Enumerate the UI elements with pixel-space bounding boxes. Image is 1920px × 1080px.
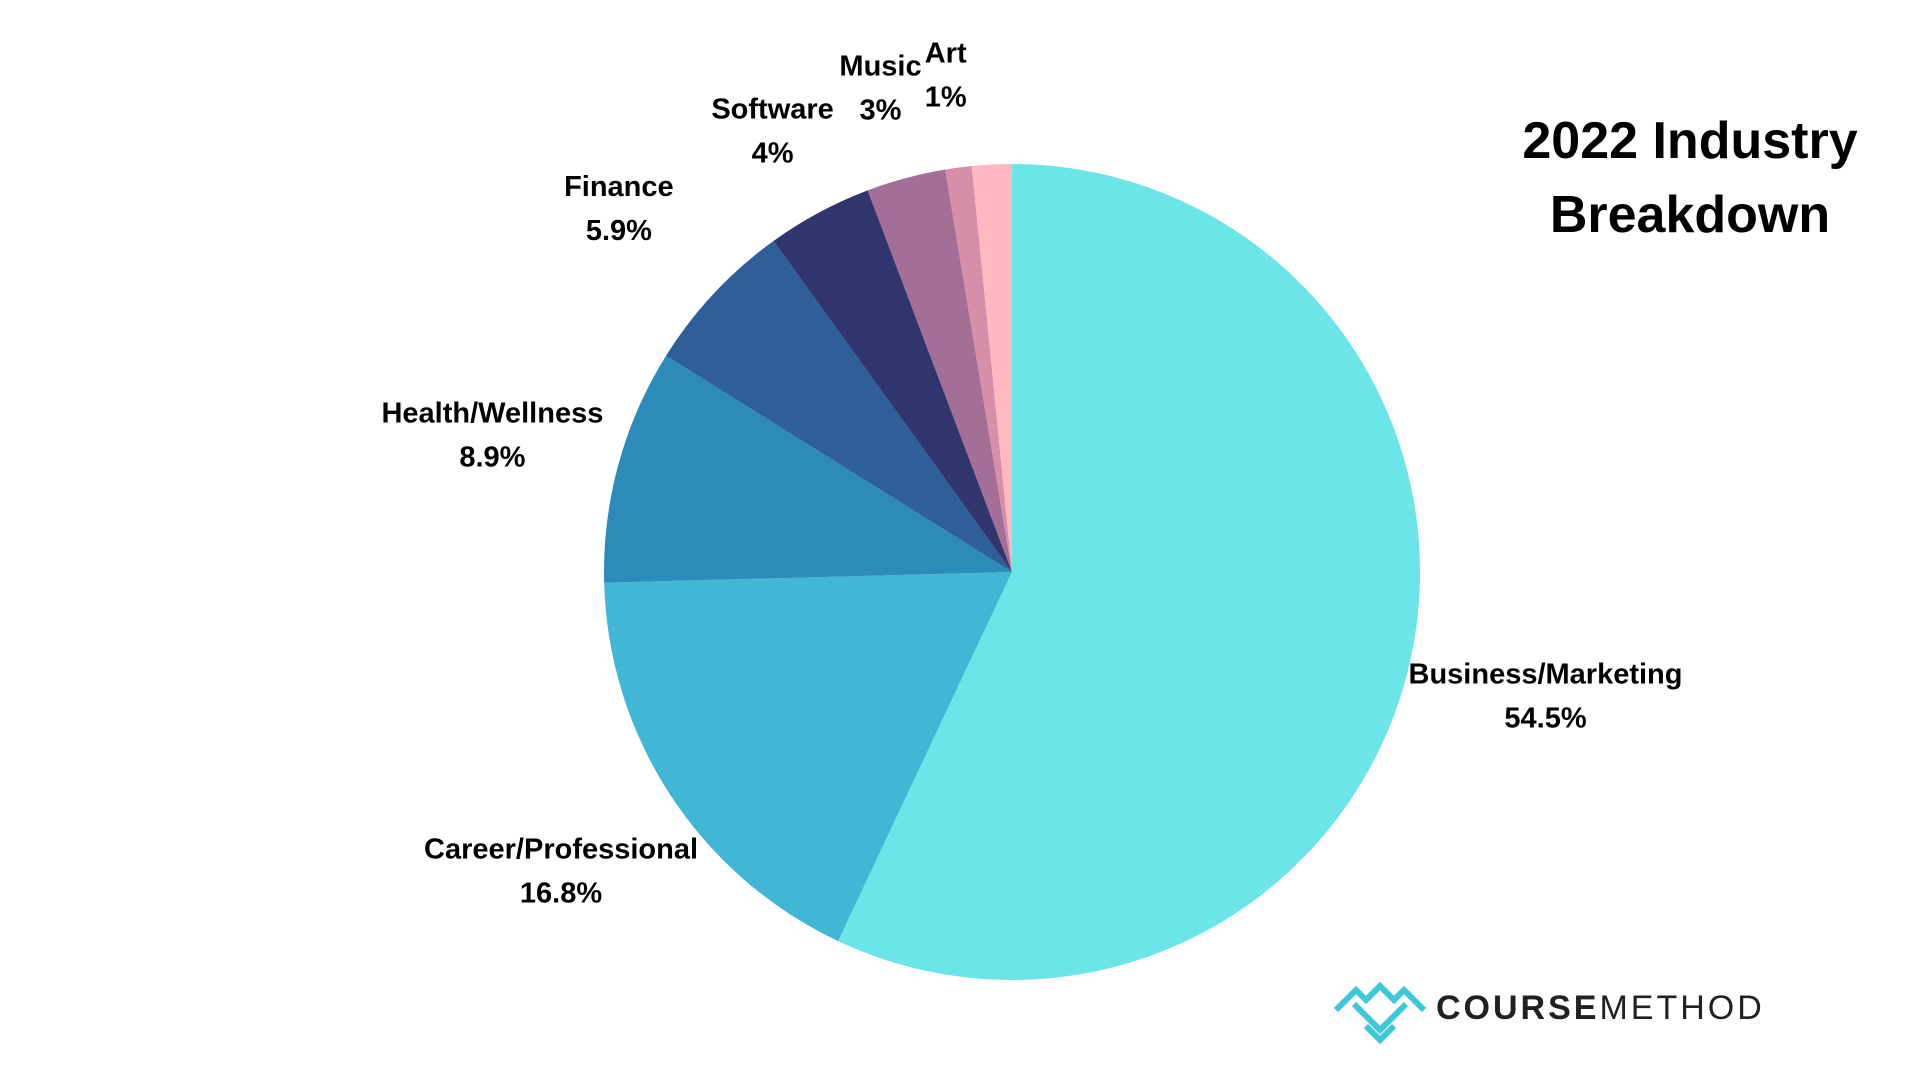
pie-label-category-business-marketing: Business/Marketing xyxy=(1409,658,1683,690)
pie-label-art: Art 1% xyxy=(925,37,967,113)
pie-slice-software xyxy=(773,190,1012,572)
chart-title-line-1: 2022 Industry xyxy=(1522,112,1858,170)
pie-label-value-health-wellness: 8.9% xyxy=(459,441,525,473)
pie-slice-health-wellness xyxy=(603,355,1012,583)
pie-label-category-art: Art xyxy=(925,37,967,69)
pie-label-value-finance: 5.9% xyxy=(586,215,652,247)
coursemethod-logo-mark-icon xyxy=(1333,981,1427,1045)
pie-label-category-health-wellness: Health/Wellness xyxy=(381,397,603,429)
pie-label-category-career-professional: Career/Professional xyxy=(424,833,698,865)
pie-label-career-professional: Career/Professional 16.8% xyxy=(424,833,698,909)
pie-label-category-software: Software xyxy=(711,93,833,125)
pie-label-value-music: 3% xyxy=(860,94,902,126)
chart-title-line-2: Breakdown xyxy=(1549,186,1831,244)
pie-slice-career-professional xyxy=(604,572,1012,942)
pie-label-value-art: 1% xyxy=(925,81,967,113)
pie-label-category-music: Music xyxy=(839,50,921,82)
coursemethod-logo-text: COURSEMETHOD xyxy=(1436,988,1765,1028)
pie-label-category-finance: Finance xyxy=(564,171,674,203)
pie-slice-art xyxy=(945,165,1012,573)
pie-label-health-wellness: Health/Wellness 8.9% xyxy=(381,397,603,473)
logo-text-light: METHOD xyxy=(1599,989,1765,1027)
coursemethod-logo: COURSEMETHOD xyxy=(1330,974,1850,1054)
pie-label-business-marketing: Business/Marketing 54.5% xyxy=(1409,658,1683,734)
chart-title: 2022 Industry Breakdown xyxy=(1450,104,1920,252)
pie-slices xyxy=(603,164,1420,980)
logo-text-bold: COURSE xyxy=(1436,989,1600,1027)
pie-slice-music xyxy=(867,169,1012,572)
pie-label-music: Music 3% xyxy=(839,50,921,126)
pie-slice-business-marketing xyxy=(838,164,1420,980)
pie-label-finance: Finance 5.9% xyxy=(564,171,674,247)
pie-labels: Business/Marketing 54.5% Career/Profession… xyxy=(381,37,1682,909)
pie-label-value-software: 4% xyxy=(752,137,794,169)
pie-slice-segment-7 xyxy=(971,164,1012,572)
pie-label-software: Software 4% xyxy=(711,93,833,169)
pie-slice-finance xyxy=(666,240,1012,572)
pie-label-value-business-marketing: 54.5% xyxy=(1504,702,1586,734)
pie-label-value-career-professional: 16.8% xyxy=(520,877,602,909)
